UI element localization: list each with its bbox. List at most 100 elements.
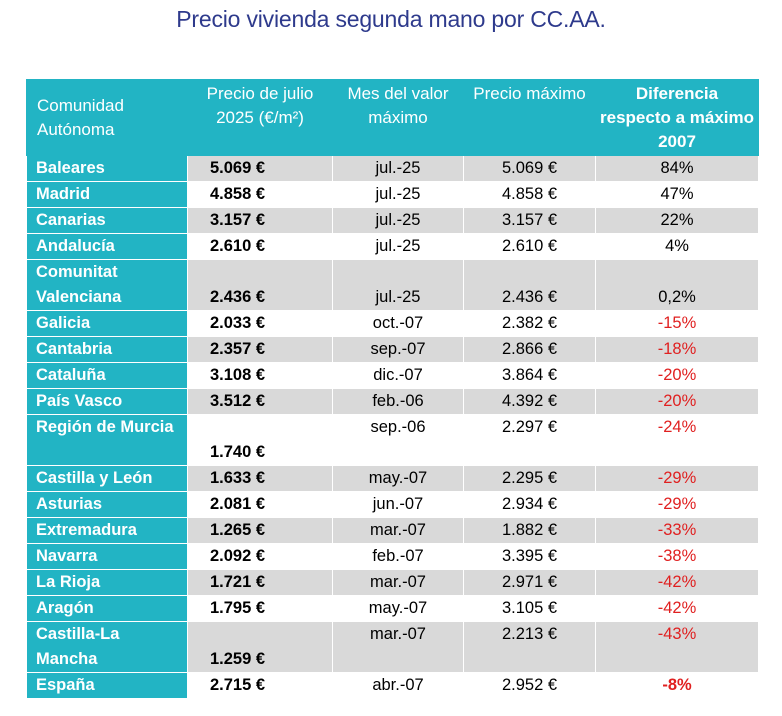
price-cell: 2.033 € [187, 310, 333, 337]
difference-cell: -29% [595, 465, 759, 492]
difference-cell: 0,2% [595, 259, 759, 311]
price-cell: 2.357 € [187, 336, 333, 363]
region-cell: Madrid [26, 181, 188, 208]
month-max-cell: sep.-07 [332, 336, 464, 363]
table-row: Baleares 5.069 € jul.-25 5.069 €84% [26, 155, 759, 182]
region-cell: La Rioja [26, 569, 188, 596]
header-max-price: Precio máximo [463, 79, 596, 156]
region-cell: Castilla y León [26, 465, 188, 492]
max-price-cell: 2.382 € [463, 310, 596, 337]
table-row: Castilla-La Mancha 1.259 € mar.-07 2.213 € -… [26, 621, 759, 673]
difference-cell: -43% [595, 621, 759, 673]
difference-cell: 47% [595, 181, 759, 208]
table-row: Galicia 2.033 € oct.-07 2.382 € -15% [26, 310, 759, 337]
table-row: Cantabria 2.357 € sep.-07 2.866 € -18% [26, 336, 759, 363]
region-cell: Canarias [26, 207, 188, 234]
region-cell: Cantabria [26, 336, 188, 363]
price-cell: 1.795 € [187, 595, 333, 622]
max-price-cell: 2.610 € [463, 233, 596, 260]
region-cell: Baleares [26, 155, 188, 182]
max-price-cell: 2.213 € [463, 621, 596, 673]
month-max-cell: oct.-07 [332, 310, 464, 337]
price-cell: 2.715 € [187, 672, 333, 699]
max-price-cell: 5.069 € [463, 155, 596, 182]
table-row: Cataluña 3.108 € dic.-07 3.864 € -20% [26, 362, 759, 389]
month-max-cell: jul.-25 [332, 207, 464, 234]
price-cell: 1.740 € [187, 414, 333, 466]
price-cell: 3.108 € [187, 362, 333, 389]
price-cell: 2.092 € [187, 543, 333, 570]
region-cell: Navarra [26, 543, 188, 570]
price-cell: 1.259 € [187, 621, 333, 673]
table-row: España 2.715 € abr.-07 2.952 € -8% [26, 672, 759, 699]
difference-cell: 22% [595, 207, 759, 234]
month-max-cell: abr.-07 [332, 672, 464, 699]
region-cell: Asturias [26, 491, 188, 518]
table-row: La Rioja 1.721 € mar.-07 2.971 € -42% [26, 569, 759, 596]
table-row: Comunitat Valenciana 2.436 € jul.-25 2.436 … [26, 259, 759, 311]
max-price-cell: 2.971 € [463, 569, 596, 596]
table-row: Navarra 2.092 € feb.-07 3.395 € -38% [26, 543, 759, 570]
header-month-max: Mes del valor máximo [332, 79, 464, 156]
max-price-cell: 2.934 € [463, 491, 596, 518]
price-cell: 2.436 € [187, 259, 333, 311]
price-cell: 3.157 € [187, 207, 333, 234]
max-price-cell: 2.952 € [463, 672, 596, 699]
price-cell: 1.633 € [187, 465, 333, 492]
max-price-cell: 3.157 € [463, 207, 596, 234]
table-body: Baleares 5.069 € jul.-25 5.069 €84% Madrid 4.… [26, 155, 759, 699]
month-max-cell: mar.-07 [332, 569, 464, 596]
region-cell: Región de Murcia [26, 414, 188, 466]
max-price-cell: 3.395 € [463, 543, 596, 570]
price-cell: 1.721 € [187, 569, 333, 596]
month-max-cell: dic.-07 [332, 362, 464, 389]
month-max-cell: jul.-25 [332, 155, 464, 182]
price-cell: 2.081 € [187, 491, 333, 518]
month-max-cell: may.-07 [332, 595, 464, 622]
table-row: Extremadura 1.265 € mar.-07 1.882 € -33% [26, 517, 759, 544]
price-cell: 5.069 € [187, 155, 333, 182]
region-cell: Castilla-La Mancha [26, 621, 188, 673]
header-difference: Diferencia respecto a máximo 2007 [595, 79, 759, 156]
region-cell: Cataluña [26, 362, 188, 389]
difference-cell: -24% [595, 414, 759, 466]
table-row: Asturias 2.081 € jun.-07 2.934 € -29% [26, 491, 759, 518]
table-row: Aragón 1.795 € may.-07 3.105 € -42% [26, 595, 759, 622]
table-row: País Vasco 3.512 € feb.-06 4.392 € -20% [26, 388, 759, 415]
month-max-cell: jul.-25 [332, 181, 464, 208]
region-cell: Extremadura [26, 517, 188, 544]
max-price-cell: 3.864 € [463, 362, 596, 389]
difference-cell: -42% [595, 569, 759, 596]
month-max-cell: jun.-07 [332, 491, 464, 518]
month-max-cell: may.-07 [332, 465, 464, 492]
difference-cell: -18% [595, 336, 759, 363]
month-max-cell: jul.-25 [332, 259, 464, 311]
month-max-cell: mar.-07 [332, 517, 464, 544]
max-price-cell: 2.866 € [463, 336, 596, 363]
difference-cell: 4% [595, 233, 759, 260]
difference-cell: -15% [595, 310, 759, 337]
price-cell: 1.265 € [187, 517, 333, 544]
difference-cell: -20% [595, 362, 759, 389]
max-price-cell: 2.295 € [463, 465, 596, 492]
max-price-cell: 4.392 € [463, 388, 596, 415]
max-price-cell: 2.297 € [463, 414, 596, 466]
price-table: Comunidad Autónoma Precio de julio 2025 … [26, 79, 759, 699]
month-max-cell: jul.-25 [332, 233, 464, 260]
table-row: Madrid 4.858 € jul.-25 4.858 €47% [26, 181, 759, 208]
table-row: Canarias 3.157 € jul.-25 3.157 €22% [26, 207, 759, 234]
region-cell: Comunitat Valenciana [26, 259, 188, 311]
month-max-cell: sep.-06 [332, 414, 464, 466]
difference-cell: -8% [595, 672, 759, 699]
max-price-cell: 2.436 € [463, 259, 596, 311]
difference-cell: -33% [595, 517, 759, 544]
month-max-cell: mar.-07 [332, 621, 464, 673]
difference-cell: 84% [595, 155, 759, 182]
price-cell: 4.858 € [187, 181, 333, 208]
page-title: Precio vivienda segunda mano por CC.AA. [176, 6, 606, 32]
region-cell: Galicia [26, 310, 188, 337]
difference-cell: -29% [595, 491, 759, 518]
price-cell: 3.512 € [187, 388, 333, 415]
difference-cell: -38% [595, 543, 759, 570]
region-cell: España [26, 672, 188, 699]
